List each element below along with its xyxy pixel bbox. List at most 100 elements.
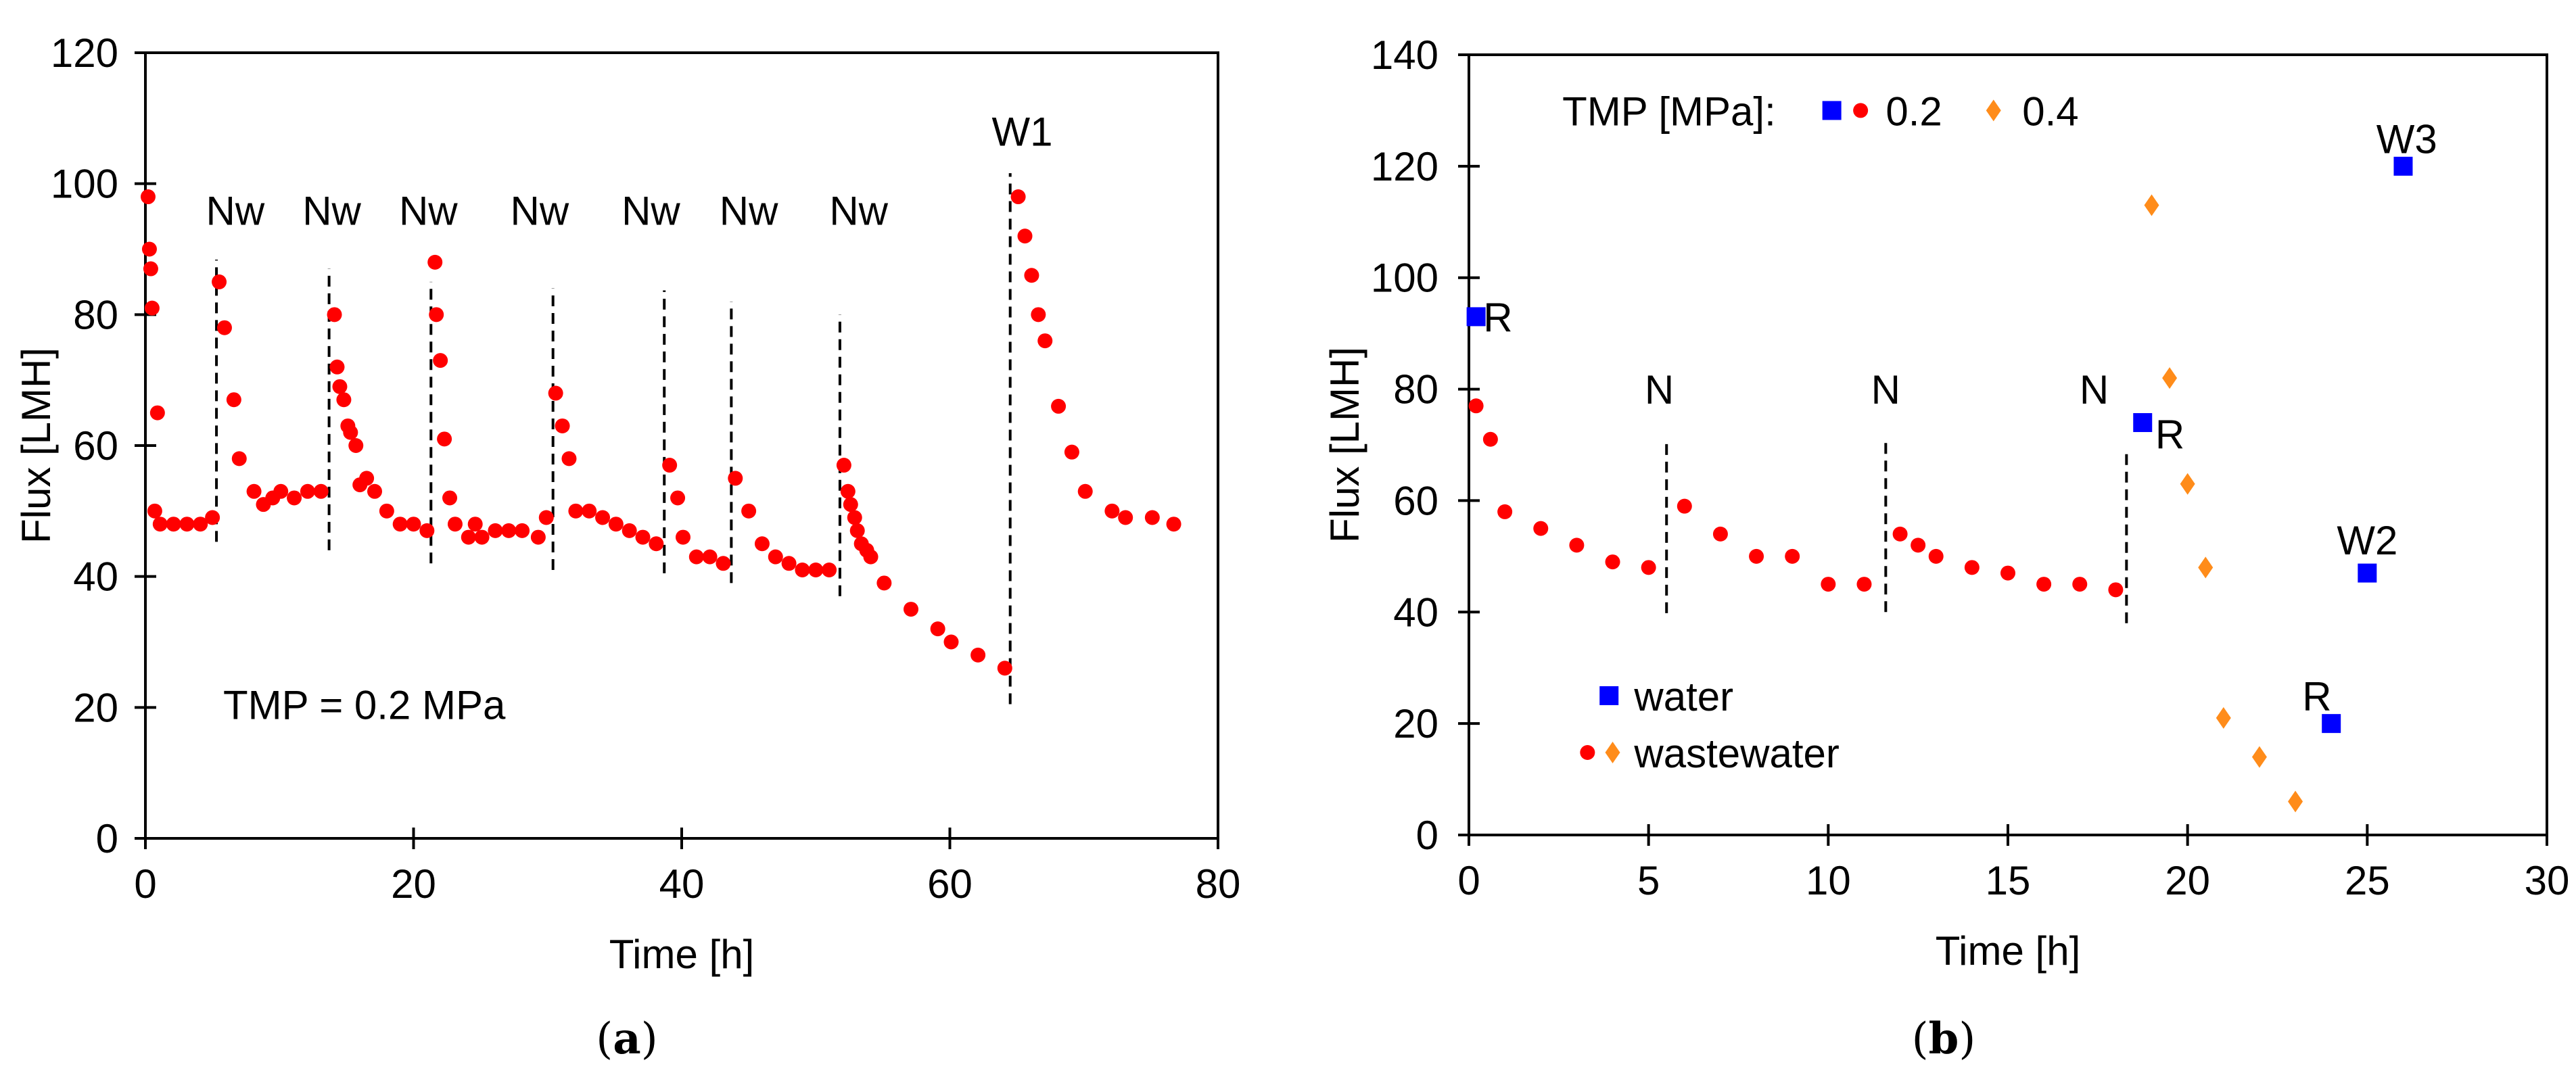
data-point-circle: [1077, 483, 1093, 499]
data-point-square: [2393, 156, 2413, 176]
data-point-circle: [367, 483, 383, 499]
data-point-circle: [843, 497, 858, 512]
data-point-circle: [193, 517, 208, 532]
data-point-circle: [427, 254, 443, 270]
x-tick-label: 10: [1806, 858, 1851, 903]
data-point-circle: [141, 241, 157, 257]
data-point-circle: [343, 425, 358, 440]
data-point-circle: [997, 661, 1012, 676]
x-tick-label: 0: [134, 861, 156, 907]
data-point-circle: [2000, 565, 2015, 581]
data-point-circle: [688, 549, 704, 565]
y-tick-label: 140: [1371, 32, 1438, 78]
y-axis-title: Flux [LMH]: [1322, 347, 1367, 543]
tmp-annotation: TMP = 0.2 MPa: [223, 682, 506, 727]
data-point-circle: [1482, 431, 1498, 447]
data-point-circle: [781, 556, 797, 571]
y-tick-label: 40: [73, 554, 118, 600]
data-point-circle: [1785, 548, 1800, 564]
data-point-circle: [530, 529, 546, 545]
data-point-circle: [741, 503, 757, 519]
y-tick-label: 0: [1416, 813, 1438, 858]
y-tick-label: 100: [1371, 256, 1438, 301]
data-point-circle: [152, 517, 168, 532]
point-label: W3: [2376, 117, 2437, 162]
data-point-circle: [548, 385, 563, 401]
data-point-square: [2322, 714, 2341, 734]
data-point-circle: [728, 471, 743, 486]
data-point-square: [1466, 307, 1486, 327]
y-tick-label: 40: [1393, 590, 1438, 635]
data-point-diamond: [2288, 790, 2303, 813]
data-point-circle: [849, 523, 865, 538]
data-point-circle: [675, 529, 690, 545]
event-label: Nw: [829, 189, 888, 234]
data-point-circle: [406, 517, 421, 532]
caption-paren: (: [596, 1014, 613, 1064]
data-point-circle: [538, 510, 554, 525]
legend-label: wastewater: [1633, 731, 1839, 776]
data-point-circle: [2108, 582, 2124, 598]
data-point-circle: [392, 517, 408, 532]
data-point-circle: [1104, 503, 1120, 519]
x-tick-label: 40: [659, 861, 705, 907]
event-label: Nw: [206, 189, 264, 234]
data-point-square: [2133, 413, 2153, 433]
point-label: W2: [2337, 518, 2397, 563]
data-point-circle: [1010, 189, 1026, 205]
data-point-circle: [822, 562, 837, 577]
x-tick-label: 60: [927, 861, 973, 907]
caption-paren: (: [1912, 1014, 1929, 1064]
plot-frame: [1468, 53, 2548, 836]
data-point-circle: [212, 274, 227, 289]
x-tick-label: 20: [2165, 858, 2210, 903]
data-point-circle: [429, 307, 444, 322]
data-point-circle: [179, 517, 195, 532]
data-point-circle: [144, 300, 160, 316]
event-label: Nw: [302, 189, 361, 234]
data-point-circle: [149, 405, 165, 421]
x-tick-label: 30: [2525, 858, 2570, 903]
data-point-circle: [501, 523, 517, 538]
data-point-circle: [595, 510, 611, 525]
y-tick-label: 20: [73, 685, 118, 730]
y-tick-label: 60: [73, 423, 118, 469]
data-point-circle: [1712, 526, 1728, 542]
data-point-circle: [1118, 510, 1133, 525]
data-point-circle: [1468, 398, 1484, 414]
data-point-circle: [348, 438, 364, 453]
data-point-circle: [313, 483, 329, 499]
legend-label: water: [1633, 674, 1733, 719]
data-point-circle: [359, 471, 375, 486]
data-point-circle: [1821, 577, 1836, 592]
x-tick-label: 0: [1457, 858, 1480, 903]
event-label: N: [2080, 367, 2109, 412]
data-point-circle: [1749, 548, 1764, 564]
data-point-circle: [488, 523, 503, 538]
data-point-circle: [970, 647, 986, 663]
data-point-circle: [1051, 398, 1067, 414]
data-point-circle: [943, 634, 959, 650]
event-label: N: [1871, 367, 1900, 412]
data-point-diamond: [2162, 367, 2178, 389]
caption-letter: a: [613, 1013, 640, 1064]
data-point-circle: [1031, 307, 1046, 322]
data-point-circle: [419, 523, 435, 538]
panel-caption: (b): [1912, 1013, 1976, 1064]
y-tick-label: 80: [1393, 367, 1438, 412]
legend-marker-square: [1599, 686, 1619, 705]
x-tick-label: 20: [391, 861, 436, 907]
data-point-circle: [231, 451, 247, 467]
chart-panel-a: 0 20 40 60 80 100 120 0 20 40 60 80 Time [h] Flux [LM…: [14, 30, 1240, 1064]
data-point-circle: [847, 510, 862, 525]
data-point-circle: [467, 517, 483, 532]
data-point-circle: [166, 517, 181, 532]
point-label: R: [2302, 674, 2331, 719]
data-point-circle: [840, 483, 856, 499]
legend-marker-square: [1822, 101, 1842, 120]
data-point-circle: [1605, 554, 1620, 570]
data-point-circle: [1641, 560, 1656, 575]
data-point-circle: [1964, 560, 1980, 575]
event-label: Nw: [511, 189, 569, 234]
